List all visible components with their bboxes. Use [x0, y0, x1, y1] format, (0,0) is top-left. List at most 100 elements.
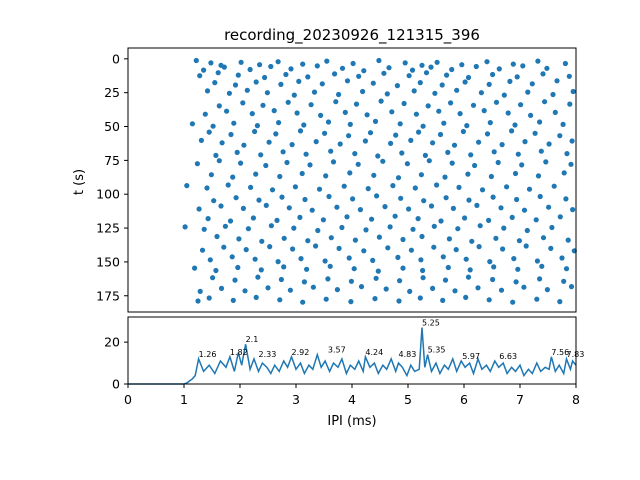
spike-point	[322, 130, 328, 136]
spike-point	[444, 72, 450, 78]
spike-point	[501, 92, 507, 98]
spike-point	[373, 275, 379, 281]
spike-point	[336, 245, 342, 251]
spike-point	[264, 90, 270, 96]
spike-point	[563, 266, 570, 272]
spike-point	[519, 162, 525, 168]
spike-point	[472, 162, 478, 169]
spike-point	[336, 91, 342, 98]
spike-point	[225, 182, 231, 188]
spike-point	[262, 74, 268, 81]
spike-point	[481, 108, 487, 114]
spike-point	[419, 62, 425, 68]
spike-point	[490, 71, 496, 78]
spike-point	[224, 108, 230, 114]
spike-point	[205, 216, 211, 222]
spike-point	[515, 151, 521, 157]
spike-point	[263, 202, 269, 208]
spike-point	[397, 278, 403, 284]
spike-point	[490, 194, 496, 200]
spike-point	[466, 197, 472, 203]
spike-point	[411, 88, 417, 94]
spike-point	[514, 74, 520, 80]
spike-point	[206, 295, 212, 301]
spike-point	[548, 245, 554, 251]
spike-point	[305, 74, 311, 80]
spike-point	[357, 207, 363, 213]
spike-point	[314, 63, 320, 69]
spike-point	[473, 63, 479, 70]
spike-point	[465, 274, 472, 280]
spike-point	[416, 129, 422, 135]
spike-point	[364, 112, 370, 118]
histogram-x-tick-label: 0	[124, 392, 132, 407]
spike-point	[389, 109, 395, 115]
spike-point	[511, 256, 517, 262]
spike-point	[491, 149, 497, 155]
spike-point	[569, 138, 575, 144]
spike-point	[250, 215, 256, 221]
spike-point	[193, 57, 199, 64]
spike-point	[284, 159, 290, 166]
spike-point	[230, 174, 236, 180]
spike-point	[355, 161, 361, 167]
spike-point	[229, 254, 235, 260]
spike-point	[385, 245, 391, 251]
spike-point	[382, 204, 388, 210]
spike-point	[479, 187, 486, 193]
spike-point	[226, 90, 232, 96]
spike-point	[322, 258, 328, 264]
spike-point	[549, 224, 555, 231]
peak-label: 4.83	[399, 350, 417, 359]
spike-point	[400, 236, 406, 243]
spike-point	[245, 226, 251, 232]
spike-point	[218, 203, 224, 209]
histogram-x-label: IPI (ms)	[327, 414, 376, 429]
spike-point	[478, 90, 484, 96]
spike-point	[542, 99, 548, 105]
spike-point	[500, 246, 506, 252]
spike-point	[404, 161, 410, 167]
spike-point	[360, 88, 366, 95]
spike-point	[201, 226, 207, 232]
spike-point	[258, 267, 264, 273]
spike-point	[406, 73, 412, 79]
spike-point	[456, 184, 462, 190]
spike-point	[463, 256, 469, 262]
spike-point	[299, 170, 305, 177]
spike-point	[254, 123, 260, 129]
spike-point	[265, 285, 271, 291]
spike-point	[252, 256, 258, 262]
spike-point	[313, 139, 319, 145]
spike-point	[277, 173, 283, 180]
spike-point	[457, 111, 463, 117]
spike-point	[540, 71, 546, 77]
spike-point	[342, 109, 348, 115]
spike-point	[476, 139, 482, 145]
spike-point	[298, 256, 304, 262]
spike-point	[395, 175, 402, 181]
spike-point	[327, 263, 333, 269]
spike-point	[202, 111, 208, 117]
spike-point	[431, 223, 437, 229]
raster-y-tick-label: 75	[104, 153, 120, 168]
peak-label: 2.33	[259, 350, 277, 359]
spike-point	[339, 65, 346, 71]
spike-point	[323, 296, 329, 302]
spike-point	[275, 59, 281, 65]
peak-label: 7.56	[551, 348, 569, 357]
spike-point	[330, 159, 337, 165]
spike-point	[222, 223, 228, 229]
spike-point	[278, 81, 284, 87]
spike-point	[303, 151, 309, 157]
spike-point	[260, 102, 266, 108]
spike-point	[413, 111, 419, 117]
spike-point	[363, 227, 369, 233]
spike-point	[528, 112, 534, 118]
spike-point	[451, 142, 458, 148]
spike-point	[532, 130, 538, 136]
spike-point	[301, 122, 307, 128]
histogram-x-tick-label: 7	[516, 392, 524, 407]
spike-point	[557, 133, 563, 139]
spike-point	[376, 234, 382, 240]
